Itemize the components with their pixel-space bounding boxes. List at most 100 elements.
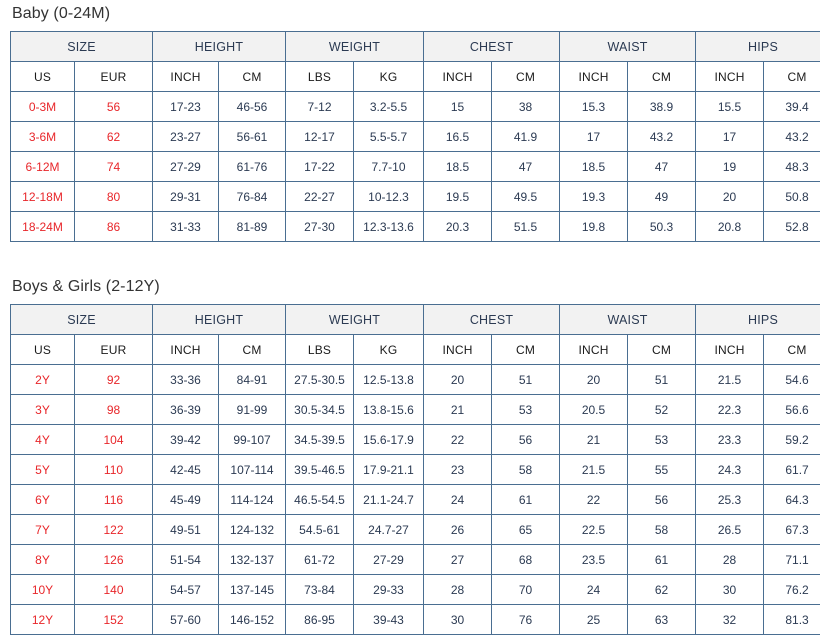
- cell-eur-0: 92: [75, 365, 153, 395]
- sub-header-weight-kg: KG: [354, 62, 424, 92]
- cell-kg-3: 17.9-21.1: [354, 455, 424, 485]
- cell-cm-7: 137-145: [219, 575, 286, 605]
- cell-us-2: 4Y: [11, 425, 75, 455]
- cell-kg-5: 24.7-27: [354, 515, 424, 545]
- cell-inch-4: 31-33: [153, 212, 219, 242]
- cell-cm-7: 70: [492, 575, 560, 605]
- size-chart-page: Baby (0-24M) SIZE HEIGHT WEIGHT CHEST WA…: [0, 0, 820, 612]
- cell-eur-6: 126: [75, 545, 153, 575]
- cell-cm-3: 55: [628, 455, 696, 485]
- cell-inch-0: 17-23: [153, 92, 219, 122]
- cell-lbs-2: 34.5-39.5: [286, 425, 354, 455]
- sub-header-height-inch: INCH: [153, 62, 219, 92]
- cell-cm-8: 76: [492, 605, 560, 635]
- cell-kg-4: 21.1-24.7: [354, 485, 424, 515]
- sub-header-height-inch: INCH: [153, 335, 219, 365]
- kids-group-header-row: SIZE HEIGHT WEIGHT CHEST WAIST HIPS: [11, 305, 820, 335]
- cell-inch-4: 19.8: [560, 212, 628, 242]
- cell-inch-3: 42-45: [153, 455, 219, 485]
- baby-size-table: SIZE HEIGHT WEIGHT CHEST WAIST HIPS US E…: [10, 31, 820, 242]
- cell-inch-5: 26: [424, 515, 492, 545]
- cell-us-3: 12-18M: [11, 182, 75, 212]
- cell-lbs-4: 46.5-54.5: [286, 485, 354, 515]
- cell-cm-6: 68: [492, 545, 560, 575]
- cell-inch-2: 19: [696, 152, 764, 182]
- group-header-weight: WEIGHT: [286, 305, 424, 335]
- cell-inch-8: 57-60: [153, 605, 219, 635]
- kids-table-head: SIZE HEIGHT WEIGHT CHEST WAIST HIPS US E…: [11, 305, 820, 365]
- cell-cm-2: 61-76: [219, 152, 286, 182]
- sub-header-waist-inch: INCH: [560, 335, 628, 365]
- cell-us-2: 6-12M: [11, 152, 75, 182]
- sub-header-waist-inch: INCH: [560, 62, 628, 92]
- cell-lbs-0: 27.5-30.5: [286, 365, 354, 395]
- cell-inch-1: 17: [696, 122, 764, 152]
- cell-us-7: 10Y: [11, 575, 75, 605]
- cell-cm-4: 114-124: [219, 485, 286, 515]
- cell-cm-2: 53: [628, 425, 696, 455]
- baby-table-title: Baby (0-24M): [10, 0, 810, 31]
- cell-cm-4: 56: [628, 485, 696, 515]
- cell-eur-1: 98: [75, 395, 153, 425]
- baby-group-header-row: SIZE HEIGHT WEIGHT CHEST WAIST HIPS: [11, 32, 820, 62]
- cell-eur-3: 110: [75, 455, 153, 485]
- sub-header-weight-lbs: LBS: [286, 335, 354, 365]
- sub-header-chest-inch: INCH: [424, 62, 492, 92]
- cell-kg-4: 12.3-13.6: [354, 212, 424, 242]
- cell-inch-2: 22: [424, 425, 492, 455]
- cell-lbs-5: 54.5-61: [286, 515, 354, 545]
- cell-cm-0: 38: [492, 92, 560, 122]
- cell-inch-0: 15: [424, 92, 492, 122]
- kids-sub-header-row: US EUR INCH CM LBS KG INCH CM INCH CM IN…: [11, 335, 820, 365]
- cell-inch-5: 26.5: [696, 515, 764, 545]
- cell-lbs-2: 17-22: [286, 152, 354, 182]
- cell-inch-2: 23.3: [696, 425, 764, 455]
- cell-eur-2: 104: [75, 425, 153, 455]
- cell-us-0: 2Y: [11, 365, 75, 395]
- cell-us-0: 0-3M: [11, 92, 75, 122]
- group-header-chest: CHEST: [424, 305, 560, 335]
- sub-header-chest-inch: INCH: [424, 335, 492, 365]
- cell-cm-0: 54.6: [764, 365, 820, 395]
- cell-lbs-0: 7-12: [286, 92, 354, 122]
- sub-header-height-cm: CM: [219, 335, 286, 365]
- sub-header-hips-inch: INCH: [696, 62, 764, 92]
- cell-cm-3: 107-114: [219, 455, 286, 485]
- cell-inch-8: 32: [696, 605, 764, 635]
- group-header-height: HEIGHT: [153, 305, 286, 335]
- group-header-waist: WAIST: [560, 305, 696, 335]
- cell-cm-6: 71.1: [764, 545, 820, 575]
- cell-eur-0: 56: [75, 92, 153, 122]
- cell-inch-2: 18.5: [560, 152, 628, 182]
- cell-inch-2: 39-42: [153, 425, 219, 455]
- cell-cm-5: 67.3: [764, 515, 820, 545]
- cell-cm-1: 91-99: [219, 395, 286, 425]
- cell-inch-6: 28: [696, 545, 764, 575]
- cell-kg-1: 5.5-5.7: [354, 122, 424, 152]
- cell-inch-3: 20: [696, 182, 764, 212]
- cell-cm-8: 63: [628, 605, 696, 635]
- cell-cm-2: 47: [492, 152, 560, 182]
- kids-size-table: SIZE HEIGHT WEIGHT CHEST WAIST HIPS US E…: [10, 304, 820, 635]
- cell-lbs-7: 73-84: [286, 575, 354, 605]
- cell-inch-3: 19.3: [560, 182, 628, 212]
- cell-cm-3: 50.8: [764, 182, 820, 212]
- sub-header-eur: EUR: [75, 335, 153, 365]
- cell-inch-3: 21.5: [560, 455, 628, 485]
- cell-us-1: 3Y: [11, 395, 75, 425]
- cell-cm-1: 52: [628, 395, 696, 425]
- baby-table-head: SIZE HEIGHT WEIGHT CHEST WAIST HIPS US E…: [11, 32, 820, 92]
- cell-inch-6: 27: [424, 545, 492, 575]
- baby-sub-header-row: US EUR INCH CM LBS KG INCH CM INCH CM IN…: [11, 62, 820, 92]
- cell-eur-4: 116: [75, 485, 153, 515]
- cell-inch-6: 23.5: [560, 545, 628, 575]
- cell-inch-4: 22: [560, 485, 628, 515]
- group-header-hips: HIPS: [696, 32, 820, 62]
